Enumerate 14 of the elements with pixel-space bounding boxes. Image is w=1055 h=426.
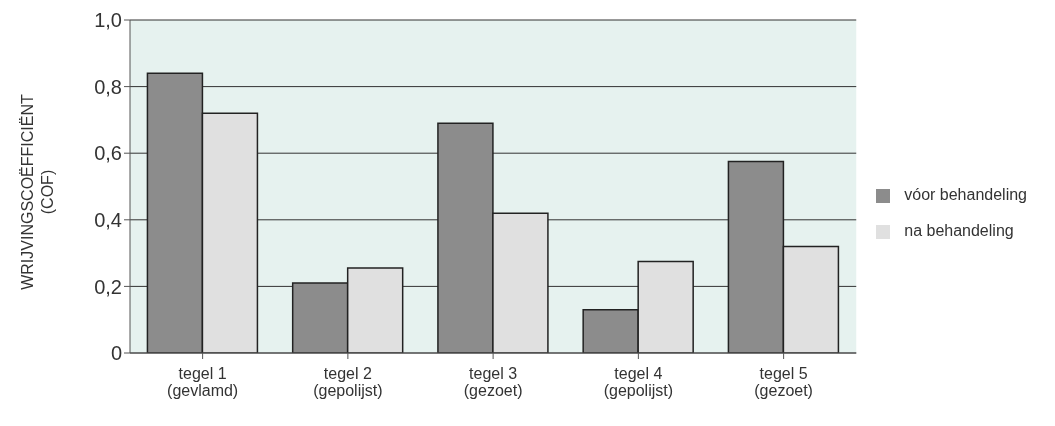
y-axis-title: WRIJVINGSCOËFFICIËNT (COF) xyxy=(18,93,57,290)
x-tick-label: tegel 5 (gezoet) xyxy=(754,365,813,400)
x-tick-label: tegel 2 (gepolijst) xyxy=(313,365,383,400)
legend-label: vóor behandeling xyxy=(904,186,1027,203)
y-tick-label: 0,2 xyxy=(94,275,122,298)
x-tick-label: tegel 4 (gepolijst) xyxy=(603,365,674,400)
y-tick-label: 0,4 xyxy=(94,208,122,231)
y-tick-label: 1,0 xyxy=(94,9,122,32)
legend-label: na behandeling xyxy=(904,222,1014,239)
x-tick-label: tegel 1 (gevlamd) xyxy=(167,365,239,400)
y-tick-label: 0,6 xyxy=(94,142,122,165)
y-tick-label: 0 xyxy=(110,342,122,365)
y-tick-label: 0,8 xyxy=(94,75,122,98)
x-tick-label: tegel 3 (gezoet) xyxy=(463,365,523,400)
